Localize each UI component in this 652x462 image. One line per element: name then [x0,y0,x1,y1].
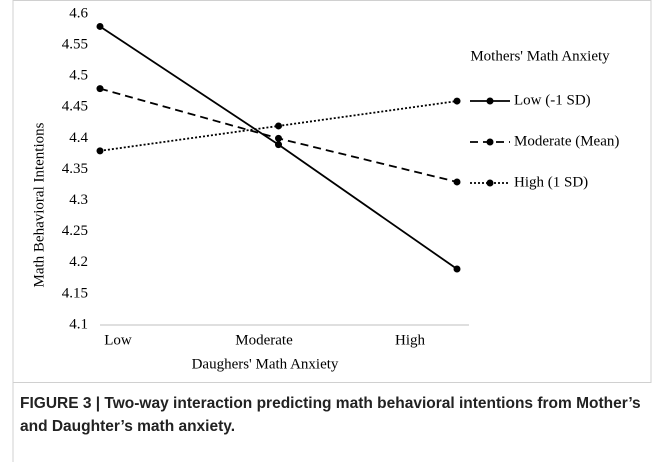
x-tick-label: High [395,332,426,348]
data-point [453,265,461,273]
y-tick-label: 4.15 [62,285,88,301]
y-tick-label: 4.5 [69,68,88,84]
y-tick-label: 4.1 [69,316,88,332]
data-point [275,141,282,149]
legend-title: Mothers' Math Anxiety [470,48,610,64]
data-point [275,122,282,130]
y-tick-label: 4.45 [62,99,88,115]
chart-frame [12,0,652,383]
y-tick-label: 4.3 [69,192,88,208]
data-point [96,22,104,30]
y-axis-title: Math Behavioral Intentions [31,122,47,287]
data-point [453,97,461,105]
y-tick-label: 4.55 [62,37,88,53]
x-tick-label: Low [104,332,132,348]
data-point [96,147,104,155]
legend-marker [486,97,494,105]
y-tick-label: 4.4 [69,130,88,146]
x-tick-label: Moderate [235,332,293,348]
data-point [96,85,104,93]
legend-label: Low (-1 SD) [514,92,591,108]
y-tick-label: 4.2 [69,254,88,270]
y-tick-label: 4.25 [62,223,88,239]
data-point [453,178,461,186]
y-tick-label: 4.6 [69,5,88,21]
legend-label: High (1 SD) [514,174,588,190]
x-axis-title: Daughers' Math Anxiety [192,356,339,372]
legend-label: Moderate (Mean) [514,133,619,149]
data-point [275,134,282,142]
caption: FIGURE 3 | Two-way interaction predictin… [20,395,641,435]
legend-marker [486,179,494,187]
legend-marker [486,138,494,146]
y-tick-label: 4.35 [62,161,88,177]
